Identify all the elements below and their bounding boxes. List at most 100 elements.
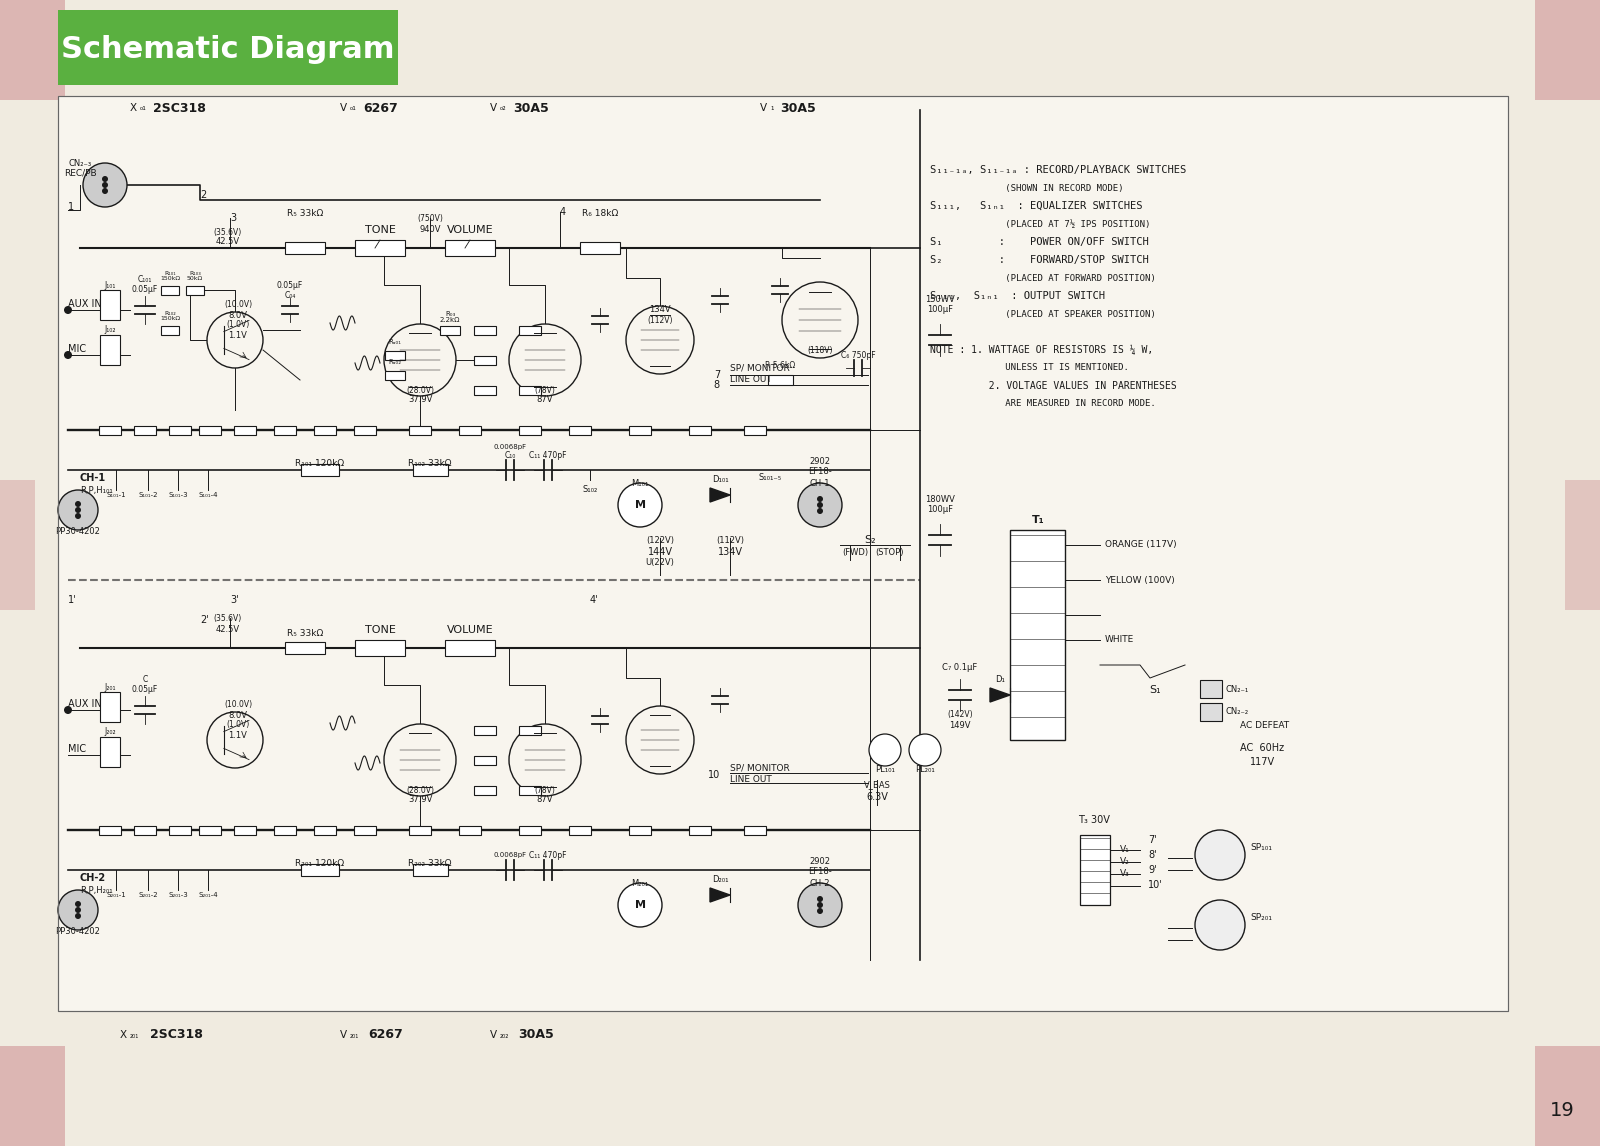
Text: 7: 7	[714, 370, 720, 380]
Bar	[474, 385, 496, 394]
Text: 87V: 87V	[536, 795, 554, 804]
Circle shape	[818, 908, 822, 915]
Text: EF18-: EF18-	[808, 468, 832, 477]
Circle shape	[75, 513, 82, 519]
Text: ₂₀₁: ₂₀₁	[350, 1030, 360, 1039]
Text: TONE: TONE	[365, 225, 395, 235]
Circle shape	[75, 507, 82, 513]
Text: SP₂₀₁: SP₂₀₁	[1250, 913, 1272, 923]
Text: SP/ MONITOR: SP/ MONITOR	[730, 363, 790, 372]
Bar	[445, 639, 494, 656]
Circle shape	[909, 733, 941, 766]
Text: Rₐ₀₂: Rₐ₀₂	[389, 359, 402, 364]
Circle shape	[618, 884, 662, 927]
Bar	[579, 242, 621, 254]
Text: C₁₁ 470pF: C₁₁ 470pF	[530, 450, 566, 460]
Bar	[0, 480, 35, 610]
Bar	[518, 425, 541, 434]
Text: Rₐ₀₁: Rₐ₀₁	[389, 339, 402, 345]
Bar	[768, 375, 792, 385]
Text: VOLUME: VOLUME	[446, 625, 493, 635]
Text: 30A5: 30A5	[514, 102, 549, 115]
Circle shape	[64, 351, 72, 359]
Text: CN₂₋₁: CN₂₋₁	[1226, 684, 1248, 693]
Text: S₁₀₁-3: S₁₀₁-3	[168, 492, 187, 499]
Text: M₁₀₁: M₁₀₁	[632, 479, 648, 487]
Polygon shape	[710, 888, 730, 902]
Text: AUX IN: AUX IN	[67, 299, 102, 309]
Text: 1': 1'	[67, 595, 77, 605]
Bar	[518, 385, 541, 394]
Circle shape	[102, 188, 109, 194]
Bar	[134, 425, 157, 434]
Text: 0.0068pF: 0.0068pF	[493, 444, 526, 450]
Text: 0.0068pF: 0.0068pF	[493, 851, 526, 858]
Text: (10.0V): (10.0V)	[224, 700, 253, 709]
Text: 8.0V: 8.0V	[229, 711, 248, 720]
Text: 940V: 940V	[419, 226, 440, 235]
Text: 6.3V: 6.3V	[866, 792, 888, 802]
Bar	[629, 825, 651, 834]
Bar	[413, 464, 448, 476]
Text: Schematic Diagram: Schematic Diagram	[61, 36, 395, 64]
Circle shape	[1195, 830, 1245, 880]
Text: 150WV: 150WV	[925, 296, 955, 305]
Text: R₀₃
2.2kΩ: R₀₃ 2.2kΩ	[440, 311, 461, 323]
Text: 8: 8	[714, 380, 720, 390]
Text: 6267: 6267	[363, 102, 398, 115]
Bar	[518, 725, 541, 735]
Bar	[170, 425, 190, 434]
Text: (1.0V): (1.0V)	[226, 321, 250, 330]
Text: C₀₄: C₀₄	[285, 290, 296, 299]
Bar	[0, 0, 66, 100]
Bar	[58, 96, 1507, 1011]
Text: ₒ₂: ₒ₂	[499, 103, 507, 112]
Text: ORANGE (117V): ORANGE (117V)	[1106, 541, 1176, 549]
Text: EF18-: EF18-	[808, 868, 832, 877]
Text: (1.0V): (1.0V)	[226, 721, 250, 730]
Bar	[198, 425, 221, 434]
Text: S₁₀₁-1: S₁₀₁-1	[106, 492, 126, 499]
Bar	[58, 10, 398, 85]
Text: S₁₁₁,  S₁ₙ₁  : OUTPUT SWITCH: S₁₁₁, S₁ₙ₁ : OUTPUT SWITCH	[930, 291, 1106, 301]
Text: 37.9V: 37.9V	[408, 395, 432, 405]
Circle shape	[206, 712, 262, 768]
Text: (STOP): (STOP)	[875, 549, 904, 557]
Text: ₂₀₂: ₂₀₂	[499, 1030, 509, 1039]
Text: (118V): (118V)	[808, 345, 832, 354]
Bar	[285, 642, 325, 654]
Bar	[690, 825, 710, 834]
Text: S₂₀₁-2: S₂₀₁-2	[138, 892, 158, 898]
Text: V₃: V₃	[1120, 870, 1130, 879]
Text: 7': 7'	[1149, 835, 1157, 845]
Text: AC  60Hz: AC 60Hz	[1240, 743, 1285, 753]
Bar	[474, 725, 496, 735]
Bar	[58, 96, 1507, 1011]
Text: 180WV: 180WV	[925, 495, 955, 504]
Text: V: V	[490, 1030, 498, 1041]
Bar	[570, 425, 590, 434]
Bar	[518, 785, 541, 794]
Text: YELLOW (100V): YELLOW (100V)	[1106, 575, 1174, 584]
Bar	[1534, 1046, 1600, 1146]
Bar	[355, 639, 405, 656]
Text: UNLESS IT IS MENTIONED.: UNLESS IT IS MENTIONED.	[930, 363, 1130, 372]
Text: V₂: V₂	[1120, 857, 1130, 866]
Bar	[1200, 702, 1222, 721]
Text: (750V): (750V)	[418, 213, 443, 222]
Circle shape	[626, 706, 694, 774]
Text: 19: 19	[1550, 1101, 1574, 1120]
Text: V: V	[760, 103, 766, 113]
Text: ₒ₁: ₒ₁	[141, 103, 147, 112]
Text: CN₂₋₃: CN₂₋₃	[69, 158, 91, 167]
Circle shape	[75, 913, 82, 919]
Text: 0.05μF: 0.05μF	[131, 684, 158, 693]
Text: V: V	[490, 103, 498, 113]
Text: R₁₀₃
50kΩ: R₁₀₃ 50kΩ	[187, 270, 203, 282]
Bar	[134, 825, 157, 834]
Text: 10': 10'	[1149, 880, 1163, 890]
Bar	[410, 425, 430, 434]
Text: ₒ₁: ₒ₁	[350, 103, 357, 112]
Bar	[274, 825, 296, 834]
Circle shape	[102, 182, 109, 188]
